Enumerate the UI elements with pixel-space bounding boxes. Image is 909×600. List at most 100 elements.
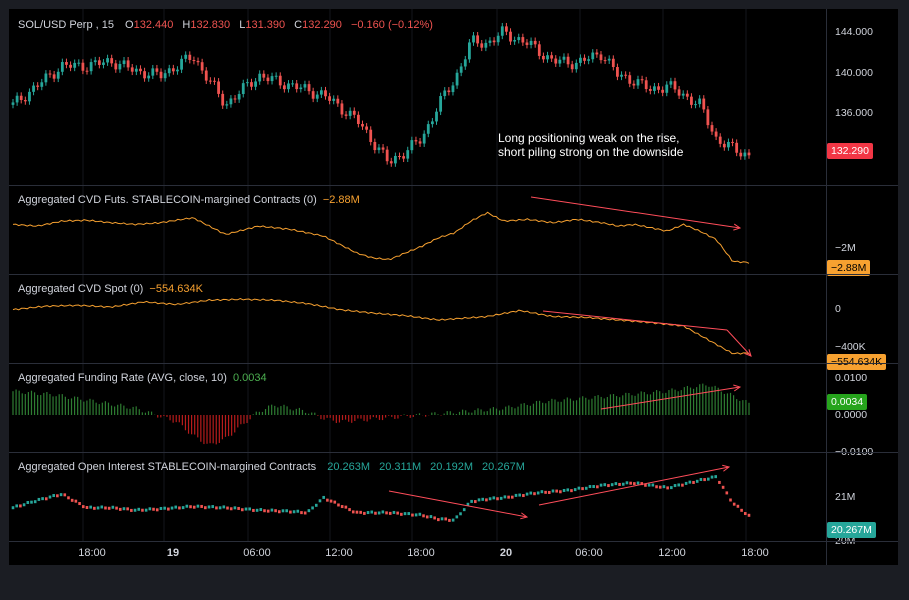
oi-candle xyxy=(666,486,669,490)
candle-body xyxy=(731,141,734,143)
candle-body xyxy=(669,81,673,85)
oi-candle xyxy=(433,516,436,520)
oi-candle xyxy=(19,504,22,508)
price-tick-144: 144.000 xyxy=(835,26,873,38)
oi-candle xyxy=(448,518,451,522)
oi-candle xyxy=(11,506,15,510)
oi-candle xyxy=(610,483,614,487)
time-label: 20 xyxy=(499,547,513,559)
oi-candle xyxy=(411,513,414,517)
oi-candle xyxy=(400,512,403,516)
cvd-futs-pane[interactable]: Aggregated CVD Futs. STABLECOIN-margined… xyxy=(9,186,898,276)
candle-body xyxy=(690,96,693,105)
funding-tick-pos: 0.0100 xyxy=(835,372,868,384)
pane-divider xyxy=(9,363,898,364)
oi-tick-21m: 21M xyxy=(835,491,856,503)
funding-legend: Aggregated Funding Rate (AVG, close, 10)… xyxy=(18,372,270,384)
candle-body xyxy=(389,161,393,164)
candle-body xyxy=(513,40,517,42)
oi-candle xyxy=(67,496,70,500)
candle-body xyxy=(620,74,623,77)
oi-candle xyxy=(592,485,595,489)
oi-candle xyxy=(274,509,277,513)
oi-candle xyxy=(340,505,344,509)
price-pane[interactable]: SOL/USD Perp, 15 O132.440 H132.830 L131.… xyxy=(9,9,898,185)
candle-body xyxy=(657,86,660,90)
oi-candle xyxy=(481,497,485,501)
candle-body xyxy=(714,131,718,137)
chart-frame: SOL/USD Perp, 15 O132.440 H132.830 L131.… xyxy=(9,9,898,565)
candle-body xyxy=(435,111,438,122)
candle-body xyxy=(583,57,586,61)
oi-candle xyxy=(15,504,18,508)
candle-body xyxy=(661,89,665,93)
candle-body xyxy=(278,75,282,86)
oi-candle xyxy=(148,507,152,511)
candle-body xyxy=(521,37,525,43)
candle-body xyxy=(636,79,640,86)
oi-candle xyxy=(485,498,488,502)
cvd-spot-last-tag: −554.634K xyxy=(827,354,887,370)
oi-candle xyxy=(470,499,473,503)
candle-body xyxy=(159,71,163,79)
trend-arrow-head xyxy=(520,512,529,520)
funding-pane[interactable]: Aggregated Funding Rate (AVG, close, 10)… xyxy=(9,364,898,458)
oi-candle xyxy=(710,475,714,479)
candle-body xyxy=(706,109,710,126)
price-legend: SOL/USD Perp, 15 O132.440 H132.830 L131.… xyxy=(18,19,436,31)
oi-pane[interactable]: Aggregated Open Interest STABLECOIN-marg… xyxy=(9,453,898,547)
candle-body xyxy=(254,81,257,87)
candle-body xyxy=(443,90,447,97)
candle-body xyxy=(616,67,619,77)
oi-candle xyxy=(300,511,303,515)
oi-candle xyxy=(189,505,192,509)
oi-candle xyxy=(170,506,174,510)
oi-candle xyxy=(459,512,462,516)
oi-candle xyxy=(699,477,703,481)
time-axis-divider xyxy=(9,541,898,542)
high-letter: H xyxy=(182,19,191,31)
oi-candle xyxy=(252,508,255,512)
candle-body xyxy=(648,89,652,91)
funding-value: 0.0034 xyxy=(232,372,267,384)
oi-candle xyxy=(44,497,48,501)
oi-candle xyxy=(529,491,533,495)
oi-candle xyxy=(200,504,203,508)
time-label: 12:00 xyxy=(658,547,686,559)
oi-candle xyxy=(22,503,26,507)
cvd-futs-value: −2.88M xyxy=(322,194,360,206)
oi-candle xyxy=(33,500,37,504)
oi-candle xyxy=(466,502,470,506)
oi-candle xyxy=(614,482,618,486)
candle-body xyxy=(282,85,286,90)
candle-body xyxy=(171,68,175,72)
oi-candle xyxy=(525,492,529,496)
candle-body xyxy=(484,42,488,48)
candle-body xyxy=(56,71,60,79)
candle-body xyxy=(167,68,171,74)
oi-candle xyxy=(366,511,370,515)
oi-candle xyxy=(736,504,740,508)
candle-body xyxy=(180,58,183,70)
oi-candle xyxy=(510,495,514,499)
candle-body xyxy=(233,98,237,100)
candle-body xyxy=(480,43,484,48)
trend-arrow-head xyxy=(722,464,731,472)
oi-candle xyxy=(233,506,237,510)
oi-candle xyxy=(381,510,385,514)
candle-body xyxy=(361,123,364,127)
candle-body xyxy=(307,84,311,92)
candle-body xyxy=(702,98,706,110)
oi-candle xyxy=(422,514,425,518)
cvd-spot-pane[interactable]: Aggregated CVD Spot (0) −554.634K 0 −400… xyxy=(9,275,898,370)
high-value: 132.830 xyxy=(190,19,231,31)
candle-body xyxy=(558,59,562,64)
candle-body xyxy=(213,80,216,82)
candle-body xyxy=(406,150,410,159)
oi-candle xyxy=(559,490,562,494)
candle-body xyxy=(44,73,48,83)
candle-body xyxy=(665,84,669,93)
candle-body xyxy=(369,129,373,142)
oi-candle xyxy=(621,482,625,486)
oi-candle xyxy=(581,487,584,491)
